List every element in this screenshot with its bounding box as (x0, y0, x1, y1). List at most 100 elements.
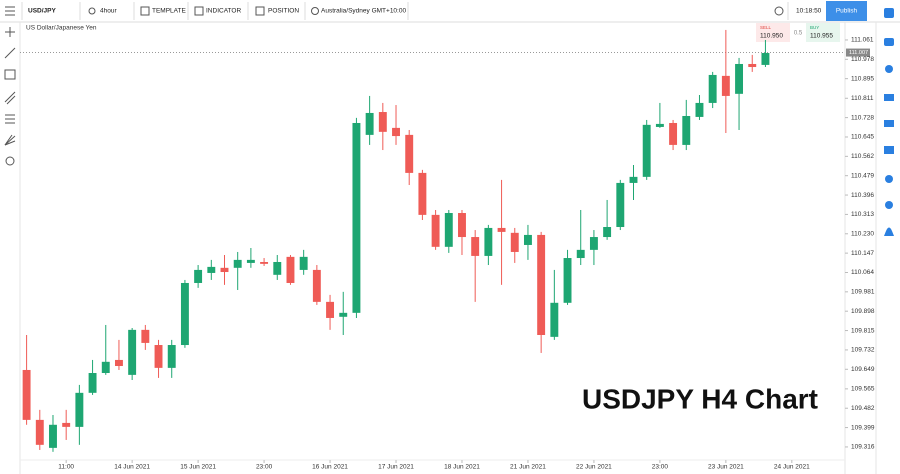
y-tick-label: 110.313 (851, 211, 874, 218)
candle-body (444, 213, 453, 247)
candle-body (669, 122, 678, 145)
side-panel-icons[interactable] (884, 8, 894, 236)
y-tick-label: 109.565 (851, 386, 875, 393)
candle-body (339, 312, 348, 317)
buy-label[interactable]: BUY (810, 25, 819, 30)
y-tick-label: 109.482 (851, 405, 875, 412)
candle-body (378, 112, 387, 132)
candle-body (682, 115, 691, 145)
candle-body (655, 123, 664, 127)
candle-body (748, 63, 757, 68)
candle-body (510, 232, 519, 252)
x-tick-label: 18 Jun 2021 (444, 464, 480, 471)
x-tick-label: 17 Jun 2021 (378, 464, 414, 471)
x-tick-label: 23:00 (652, 464, 669, 471)
candle-body (708, 74, 717, 103)
sell-price[interactable]: 110.950 (760, 33, 783, 40)
template-icon (140, 6, 150, 16)
x-tick-label: 24 Jun 2021 (774, 464, 810, 471)
y-tick-label: 109.316 (851, 444, 875, 451)
y-tick-label: 109.399 (851, 424, 875, 431)
position-button[interactable]: POSITION (268, 8, 299, 15)
candle-body (312, 269, 321, 302)
sell-label[interactable]: SELL (760, 25, 772, 30)
candle-body (761, 53, 770, 65)
buy-price[interactable]: 110.955 (810, 33, 833, 40)
candle-body (326, 301, 335, 318)
interval[interactable]: 4hour (100, 8, 117, 15)
y-tick-label: 110.895 (851, 75, 874, 82)
last-price-label: 111.007 (849, 50, 868, 56)
publish-button[interactable] (826, 1, 867, 21)
last-price-tag (846, 48, 870, 57)
candle-body (616, 182, 625, 228)
globe-icon[interactable] (774, 6, 784, 16)
y-tick-label: 110.396 (851, 192, 874, 199)
globe-icon (311, 7, 319, 15)
candle-body (207, 266, 216, 273)
position-icon (255, 6, 265, 16)
candle-body (523, 234, 532, 245)
y-tick-label: 109.732 (851, 347, 875, 354)
candle-body (286, 256, 295, 283)
candle-body (128, 329, 137, 375)
clock: 10:18:50 (796, 8, 822, 15)
timezone[interactable]: Australia/Sydney GMT+10:00 (321, 8, 406, 15)
candle-body (35, 419, 44, 445)
y-tick-label: 110.064 (851, 269, 874, 276)
y-tick-label: 110.728 (851, 114, 874, 121)
publish-label[interactable]: Publish (836, 8, 858, 15)
symbol[interactable]: USD/JPY (28, 8, 56, 15)
candle-body (154, 345, 163, 368)
candle-body (484, 227, 493, 256)
indicator-button[interactable]: INDICATOR (206, 8, 241, 15)
x-tick-label: 14 Jun 2021 (114, 464, 150, 471)
candle-body (405, 134, 414, 173)
sell-buy-widget[interactable] (756, 23, 840, 42)
y-tick-label: 109.981 (851, 289, 875, 296)
candle-body (49, 424, 57, 448)
candle-body (273, 261, 282, 275)
drawing-tools[interactable] (4, 27, 16, 166)
candle-body (220, 267, 229, 273)
x-tick-label: 16 Jun 2021 (312, 464, 348, 471)
candle-body (471, 237, 480, 256)
candle-body (194, 269, 203, 283)
menu-icon[interactable] (5, 6, 15, 16)
candle-body (589, 237, 598, 250)
y-tick-label: 110.645 (851, 134, 874, 141)
y-tick-label: 109.815 (851, 327, 875, 334)
y-tick-label: 109.898 (851, 308, 875, 315)
candle-body (22, 369, 31, 420)
candle-body (352, 122, 361, 313)
candle-body (167, 345, 176, 368)
template-button[interactable]: TEMPLATE (152, 8, 186, 15)
chart-annotation: USDJPY H4 Chart (582, 383, 818, 414)
candle-body (392, 127, 400, 137)
y-tick-label: 110.562 (851, 153, 874, 160)
y-tick-label: 109.649 (851, 366, 875, 373)
candle-body (695, 102, 704, 117)
candle-body (563, 258, 572, 303)
candle-body (576, 249, 585, 259)
candle-body (233, 259, 242, 268)
candle-body (365, 112, 374, 135)
y-tick-label: 110.978 (851, 56, 874, 63)
candle-body (141, 329, 150, 343)
x-tick-label: 22 Jun 2021 (576, 464, 612, 471)
interval-icon (88, 7, 96, 15)
y-tick-label: 110.230 (851, 230, 874, 237)
candle-body (550, 302, 559, 337)
candle-body (114, 359, 123, 367)
candle-body (458, 213, 466, 238)
candle-body (180, 282, 189, 346)
x-tick-label: 15 Jun 2021 (180, 464, 216, 471)
x-tick-label: 11:00 (58, 464, 74, 471)
candle-body (642, 124, 651, 177)
candle-body (299, 256, 308, 270)
candle-body (629, 176, 638, 183)
candle-body (537, 234, 546, 335)
candle-body (246, 259, 255, 263)
candle-body (75, 392, 84, 427)
indicator-icon (194, 6, 204, 16)
